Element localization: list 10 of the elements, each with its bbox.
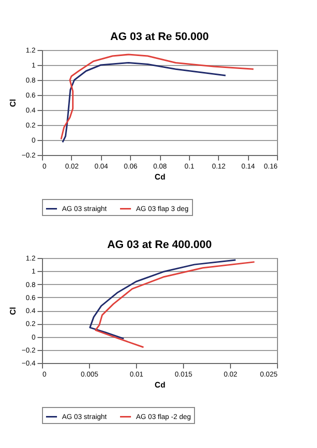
line-series [60,54,254,140]
line-series [94,261,256,348]
line-series [62,62,226,143]
y-axis-title: Cl [8,99,18,107]
x-axis-title: Cd [154,172,166,182]
x-axis-title: Cd [154,380,166,390]
y-axis-title: Cl [8,307,18,315]
line-series [89,259,236,340]
chart-title: AG 03 at Re 50.000 [110,31,209,43]
chart-title: AG 03 at Re 400.000 [107,239,212,251]
